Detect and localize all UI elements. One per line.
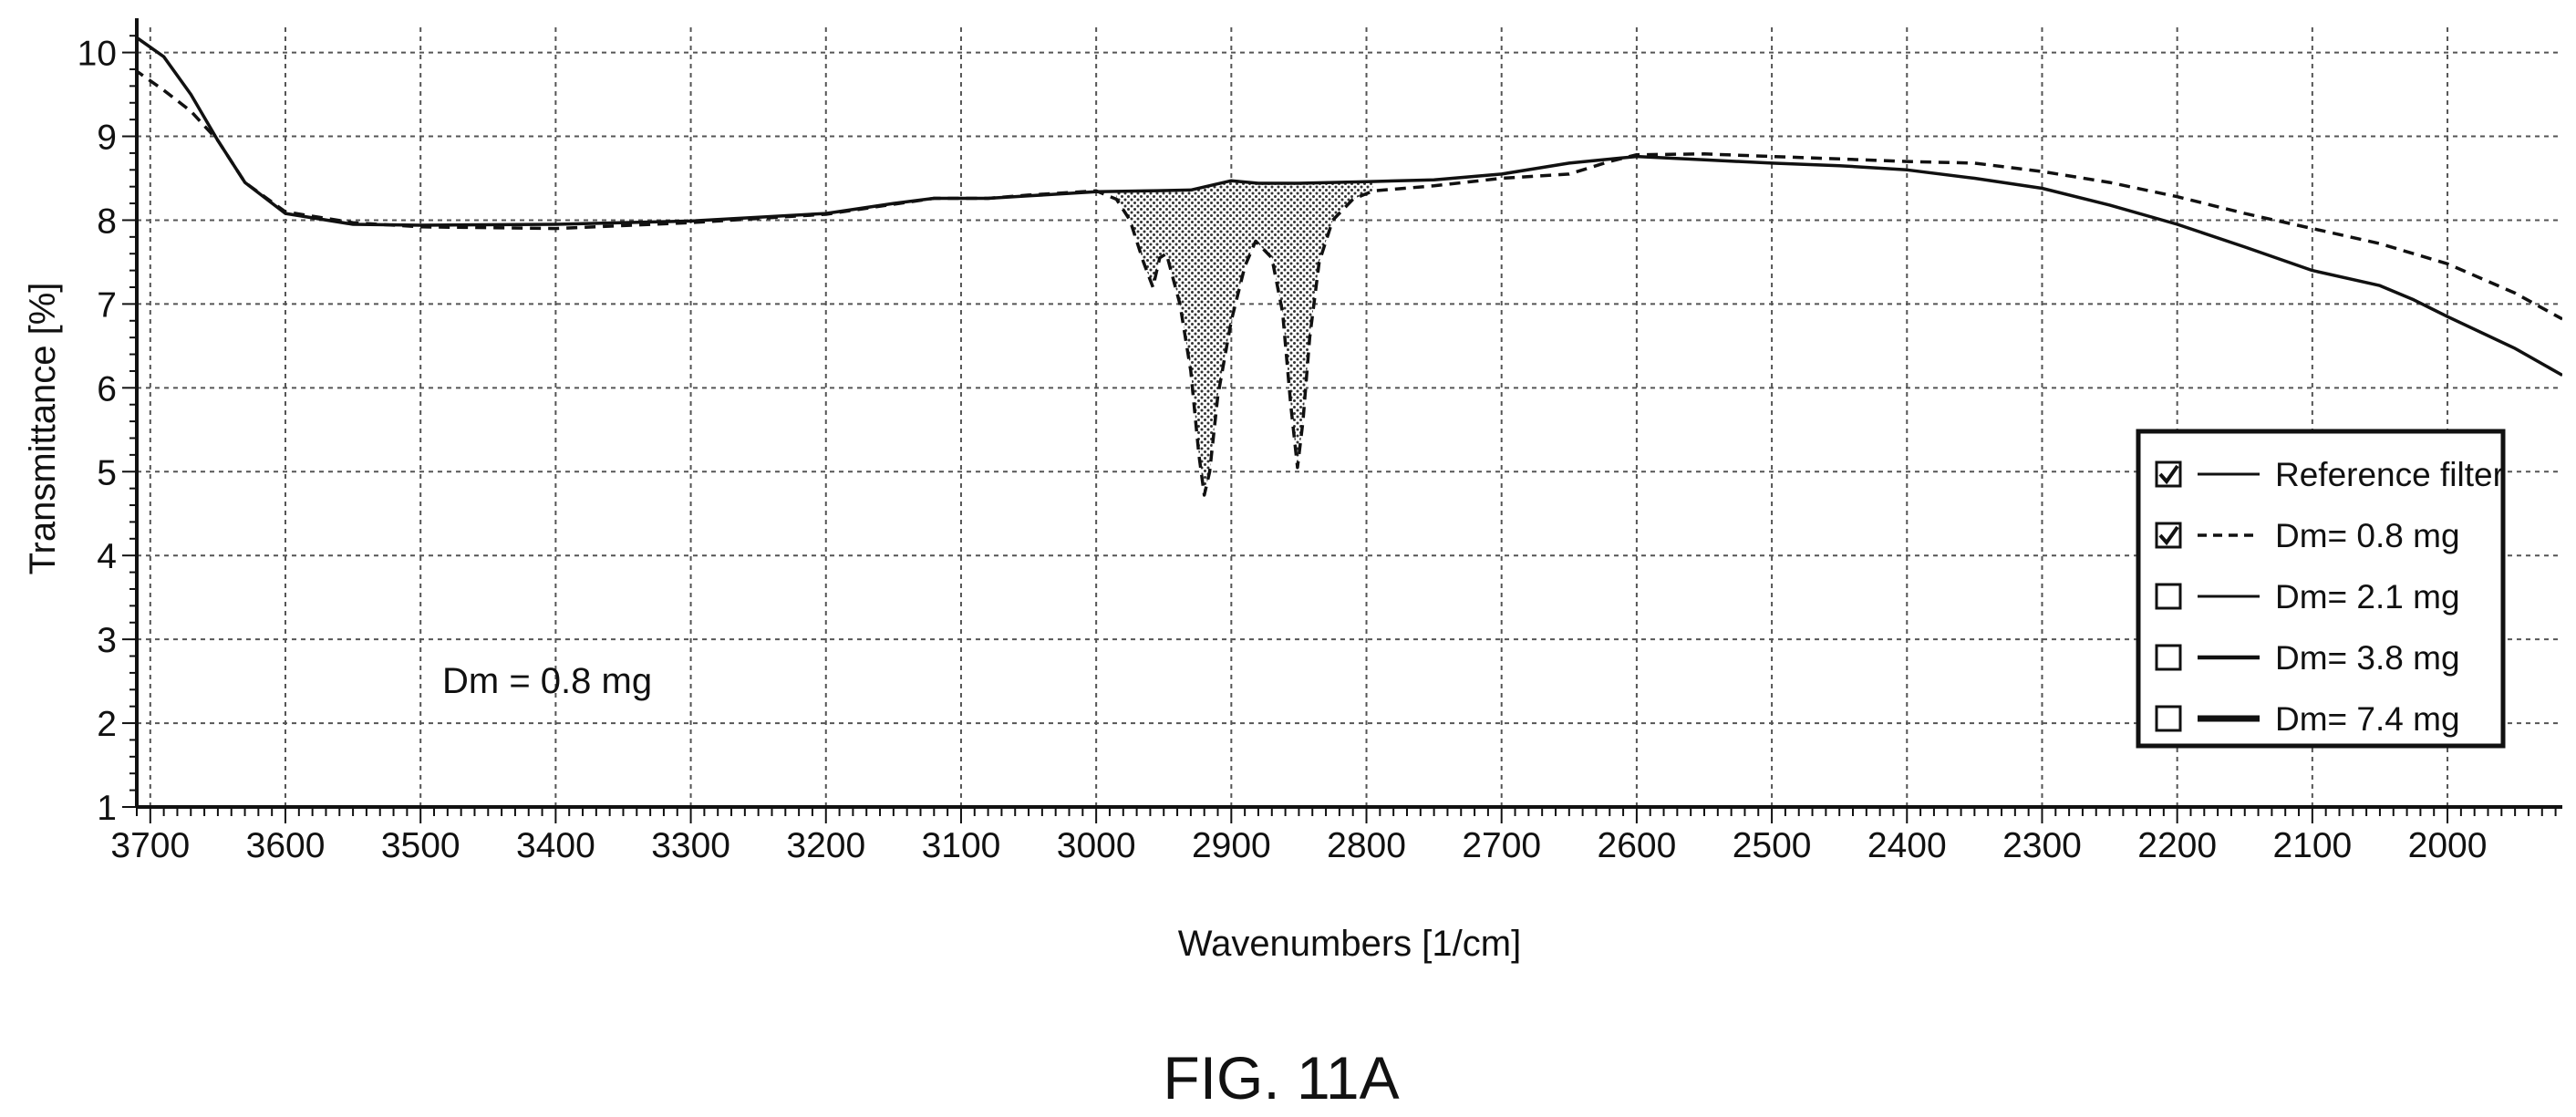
x-tick-label: 2900 (1192, 826, 1271, 865)
x-tick-label: 2400 (1867, 826, 1947, 865)
axes (122, 18, 2562, 823)
x-tick-label: 2700 (1462, 826, 1541, 865)
legend-label: Dm= 7.4 mg (2275, 700, 2460, 738)
x-tick-label: 3400 (516, 826, 595, 865)
x-tick-label: 2300 (2002, 826, 2082, 865)
series-line-reference-filter (137, 36, 2562, 378)
figure-caption: FIG. 11A (1163, 1044, 1399, 1112)
x-tick-label: 3500 (381, 826, 460, 865)
x-tick-label: 3600 (246, 826, 326, 865)
y-tick-label: 2 (97, 705, 117, 744)
legend-checkbox[interactable] (2155, 644, 2182, 671)
x-tick-label: 2100 (2272, 826, 2352, 865)
legend-label: Reference filter (2275, 456, 2504, 493)
tick-labels: 3700 3600 3500 3400 3300 3200 3100 3000 2900 2800… (78, 35, 2488, 865)
chart-annotation: Dm = 0.8 mg (442, 661, 652, 701)
y-tick-label: 8 (97, 202, 117, 241)
x-tick-label: 2200 (2137, 826, 2217, 865)
legend-item[interactable]: Dm= 2.1 mg (2155, 578, 2460, 615)
legend-item[interactable]: Dm= 3.8 mg (2155, 639, 2460, 677)
series-lines (137, 36, 2562, 497)
x-tick-label: 3000 (1057, 826, 1136, 865)
y-tick-label: 4 (97, 537, 117, 576)
checkmark-icon (2158, 525, 2179, 546)
legend-checkbox[interactable] (2155, 705, 2182, 732)
legend-label: Dm= 2.1 mg (2275, 578, 2460, 615)
x-tick-label: 3200 (786, 826, 865, 865)
y-tick-label: 1 (97, 789, 117, 828)
x-tick-label: 2600 (1598, 826, 1677, 865)
y-tick-label: 9 (97, 119, 117, 158)
x-tick-label: 3100 (922, 826, 1001, 865)
x-tick-label: 3700 (110, 826, 190, 865)
x-tick-label: 2800 (1327, 826, 1406, 865)
legend-item[interactable]: Dm= 7.4 mg (2155, 700, 2460, 738)
y-tick-label: 10 (78, 35, 117, 74)
shaded-region (1116, 181, 1373, 495)
legend-item[interactable]: Reference filter (2155, 456, 2504, 493)
legend-item[interactable]: Dm= 0.8 mg (2155, 517, 2460, 554)
legend-label: Dm= 3.8 mg (2275, 639, 2460, 677)
y-tick-label: 7 (97, 285, 117, 325)
legend-checkbox[interactable] (2155, 583, 2182, 610)
legend-box (2136, 429, 2506, 749)
y-tick-label: 6 (97, 369, 117, 409)
shaded-difference-region (1116, 181, 1373, 495)
legend: Reference filter Dm= 0.8 mg Dm= 2.1 mg Dm= … (2136, 429, 2506, 749)
x-tick-label: 2500 (1733, 826, 1812, 865)
series-line-dm-0-8-mg (137, 68, 2562, 497)
y-tick-label: 3 (97, 621, 117, 660)
legend-label: Dm= 0.8 mg (2275, 517, 2460, 554)
x-tick-label: 3300 (651, 826, 730, 865)
y-axis-title: Transmittance [%] (23, 283, 63, 575)
checkmark-icon (2158, 464, 2179, 485)
x-tick-label: 2000 (2408, 826, 2488, 865)
x-axis-title: Wavenumbers [1/cm] (1178, 924, 1521, 964)
y-tick-label: 5 (97, 453, 117, 492)
